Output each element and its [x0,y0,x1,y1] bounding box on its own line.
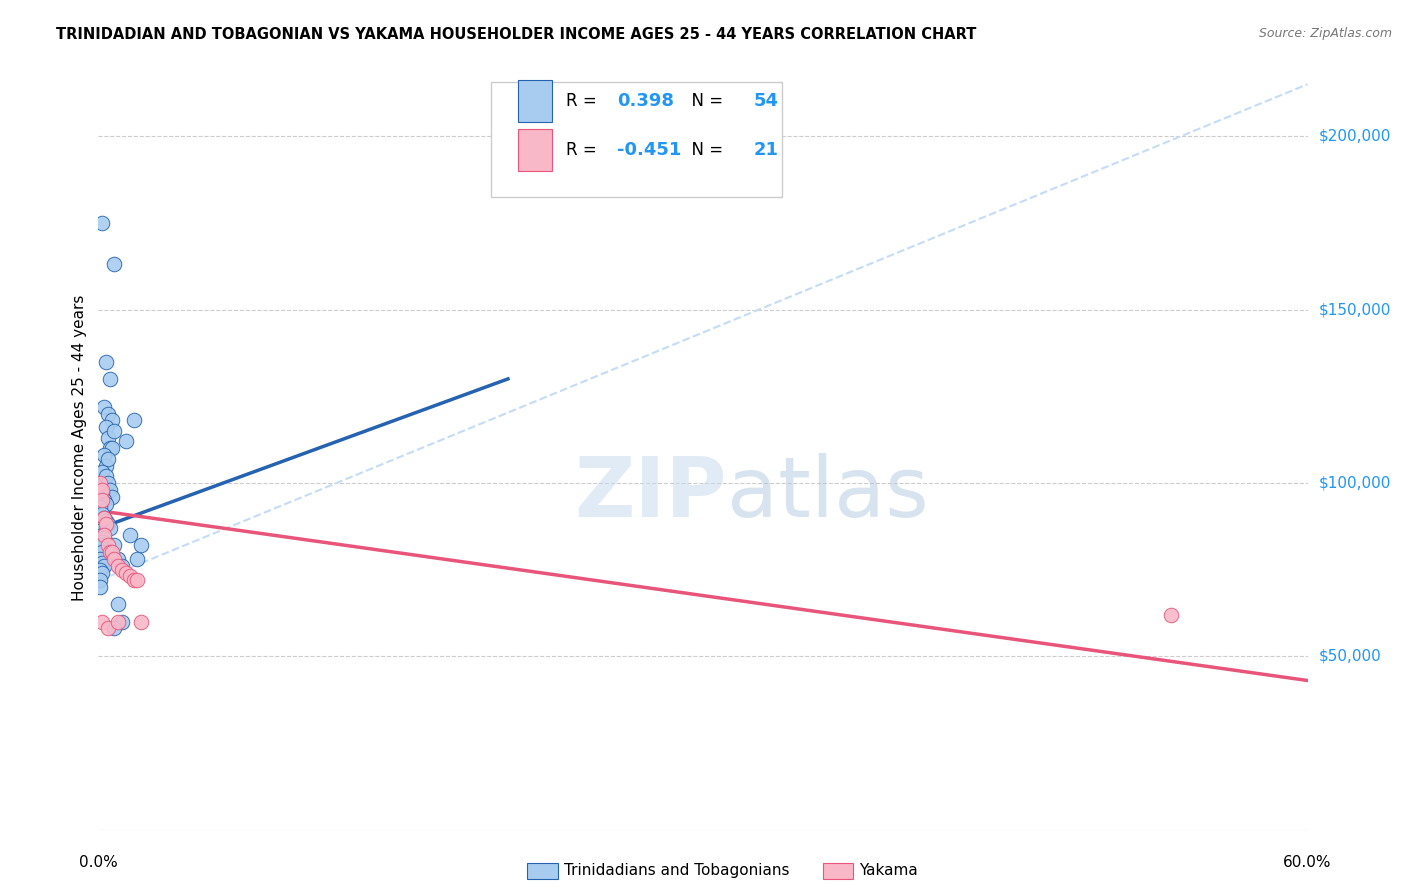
Text: $50,000: $50,000 [1319,648,1382,664]
Point [131,538,153,552]
Point [91,566,114,580]
Point [96,514,118,528]
Point [96,420,118,434]
Point [97,517,120,532]
Point [93,532,115,546]
Point [107,597,129,611]
Point [91,216,114,230]
FancyBboxPatch shape [517,129,551,171]
Point [89,563,111,577]
Text: N =: N = [682,142,728,160]
Point [91,466,114,480]
Point [91,528,114,542]
Point [93,528,115,542]
Point [93,493,115,508]
Point [127,573,149,587]
Point [91,507,114,521]
Text: Source: ZipAtlas.com: Source: ZipAtlas.com [1258,27,1392,40]
Point [93,448,115,462]
Point [101,490,124,504]
Point [96,354,118,368]
Point [107,552,129,566]
Point [91,483,114,497]
Text: 21: 21 [754,142,779,160]
Point [103,424,125,438]
Text: TRINIDADIAN AND TOBAGONIAN VS YAKAMA HOUSEHOLDER INCOME AGES 25 - 44 YEARS CORRE: TRINIDADIAN AND TOBAGONIAN VS YAKAMA HOU… [56,27,977,42]
Point [93,559,115,574]
Y-axis label: Householder Income Ages 25 - 44 years: Householder Income Ages 25 - 44 years [72,295,87,601]
Point [93,510,115,524]
Point [107,559,129,574]
Point [101,442,124,455]
Point [98,372,121,386]
Point [122,413,145,427]
Text: $200,000: $200,000 [1319,128,1391,144]
Point [89,552,111,566]
Point [97,431,120,445]
Text: -0.451: -0.451 [617,142,682,160]
Text: 60.0%: 60.0% [1284,855,1331,870]
Point [101,413,124,427]
Point [98,442,121,455]
Text: atlas: atlas [727,453,929,534]
Point [91,615,114,629]
Point [103,622,125,636]
Point [118,528,141,542]
Text: 0.398: 0.398 [617,92,673,110]
Point [122,573,145,587]
Point [131,615,153,629]
Point [98,483,121,497]
Point [97,475,120,490]
Point [114,434,136,449]
Point [127,552,149,566]
Point [89,538,111,552]
Point [93,400,115,414]
Text: Trinidadians and Tobagonians: Trinidadians and Tobagonians [564,863,789,878]
Point [96,469,118,483]
Point [103,552,125,566]
Point [91,545,114,559]
Point [89,580,111,594]
Point [98,545,121,559]
Point [89,573,111,587]
Point [93,475,115,490]
Point [96,517,118,532]
Point [111,615,134,629]
Point [91,493,114,508]
Text: $150,000: $150,000 [1319,302,1391,317]
Point [89,475,111,490]
Text: R =: R = [567,92,602,110]
Point [101,545,124,559]
Text: N =: N = [682,92,728,110]
Point [111,563,134,577]
Text: ZIP: ZIP [575,453,727,534]
Text: R =: R = [567,142,602,160]
Text: 0.0%: 0.0% [79,855,118,870]
Text: 54: 54 [754,92,779,110]
Point [111,559,134,574]
Point [118,569,141,583]
Text: $100,000: $100,000 [1319,475,1391,491]
Point [103,258,125,272]
Point [96,497,118,511]
Point [1160,607,1182,622]
Text: Yakama: Yakama [859,863,918,878]
Point [91,556,114,570]
Point [97,538,120,552]
Point [93,510,115,524]
Point [97,622,120,636]
FancyBboxPatch shape [492,82,782,196]
Point [97,407,120,421]
Point [98,521,121,535]
Point [114,566,136,580]
Point [96,458,118,473]
Point [91,534,114,549]
Point [89,500,111,515]
Point [89,524,111,539]
Point [91,486,114,500]
Point [107,615,129,629]
Point [97,451,120,466]
Point [103,538,125,552]
FancyBboxPatch shape [517,80,551,122]
